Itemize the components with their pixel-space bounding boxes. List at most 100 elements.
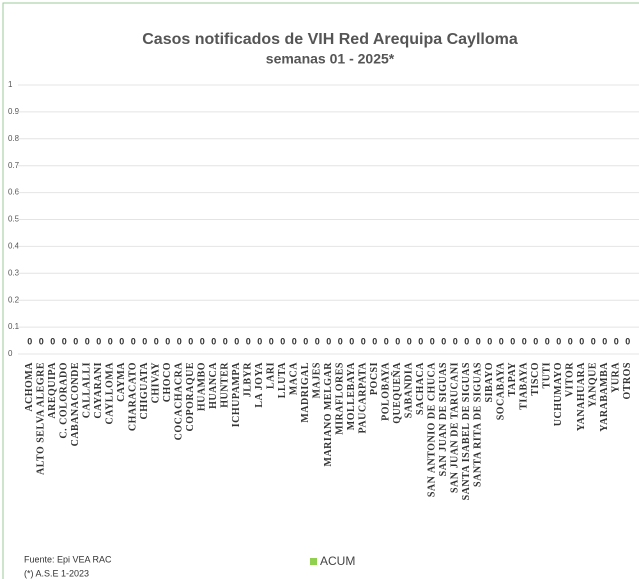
data-label: 0 xyxy=(315,336,320,346)
x-tick-label: PAUCARPATA xyxy=(358,362,369,434)
y-tick-label: 0.6 xyxy=(8,188,20,197)
data-label: 0 xyxy=(476,336,481,346)
data-label: 0 xyxy=(62,336,67,346)
data-label: 0 xyxy=(326,336,331,346)
x-tick-label: MACA xyxy=(289,362,300,395)
data-label: 0 xyxy=(200,336,205,346)
x-tick-label: CAYLLOMA xyxy=(105,362,116,425)
x-tick-label: SABANDIA xyxy=(404,362,415,419)
y-tick-label: 1 xyxy=(8,80,13,89)
data-label: 0 xyxy=(292,336,297,346)
x-tick-label: TISCO xyxy=(530,362,541,396)
data-label: 0 xyxy=(119,336,124,346)
x-tick-label: ICHUPAMPA xyxy=(231,362,242,428)
x-tick-label: POLOBAYA xyxy=(381,362,392,421)
x-tick-label: CHIGUATA xyxy=(139,362,150,420)
data-label: 0 xyxy=(556,336,561,346)
x-tick-label: POCSI xyxy=(369,362,380,395)
data-label: 0 xyxy=(257,336,262,346)
x-tick-label: ACHOMA xyxy=(24,362,35,412)
x-tick-label: HUANCA xyxy=(208,362,219,409)
x-tick-label: SACHACA xyxy=(415,362,426,415)
data-label: 0 xyxy=(464,336,469,346)
x-tick-label: TIABAYA xyxy=(519,362,530,410)
x-tick-label: SIBAYO xyxy=(484,362,495,402)
chart-title: Casos notificados de VIH Red Arequipa Ca… xyxy=(142,31,518,48)
data-label: 0 xyxy=(349,336,354,346)
data-label: 0 xyxy=(361,336,366,346)
x-tick-label: SAN ANTONIO DE CHUCA xyxy=(427,362,438,497)
data-label: 0 xyxy=(453,336,458,346)
data-label: 0 xyxy=(39,336,44,346)
data-label: 0 xyxy=(27,336,32,346)
data-label: 0 xyxy=(246,336,251,346)
x-tick-label: SANTA ISABEL DE SIGUAS xyxy=(461,362,472,500)
footnote: (*) A.S.E 1-2023 xyxy=(24,568,89,578)
x-tick-label: COCACHACRA xyxy=(174,362,185,441)
data-label: 0 xyxy=(280,336,285,346)
data-label: 0 xyxy=(223,336,228,346)
x-tick-label: QUEQUEÑA xyxy=(391,362,403,424)
x-tick-label: YARABAMBA xyxy=(599,362,610,432)
x-tick-label: MADRIGAL xyxy=(300,362,311,423)
x-tick-label: SANTA RITA DE SIGUAS xyxy=(473,362,484,487)
data-label: 0 xyxy=(269,336,274,346)
y-tick-label: 0.9 xyxy=(8,107,20,116)
data-label: 0 xyxy=(211,336,216,346)
x-tick-label: MOLLEBAYA xyxy=(346,362,357,431)
x-tick-label: ALTO SELVA ALEGRE xyxy=(36,362,47,475)
x-tick-label: CAYMA xyxy=(116,362,127,402)
x-tick-label: TUTI xyxy=(542,362,553,388)
data-label: 0 xyxy=(165,336,170,346)
data-label: 0 xyxy=(303,336,308,346)
data-label: 0 xyxy=(96,336,101,346)
y-tick-label: 0.1 xyxy=(8,322,20,331)
x-tick-label: YURA xyxy=(611,362,622,393)
x-tick-label: YANAHUARA xyxy=(576,362,587,431)
data-label: 0 xyxy=(384,336,389,346)
data-label: 0 xyxy=(142,336,147,346)
x-tick-label: SAN JUAN DE TARUCANI xyxy=(450,362,461,493)
data-label: 0 xyxy=(487,336,492,346)
data-label: 0 xyxy=(602,336,607,346)
data-label: 0 xyxy=(338,336,343,346)
data-label: 0 xyxy=(430,336,435,346)
data-label: 0 xyxy=(510,336,515,346)
data-label: 0 xyxy=(545,336,550,346)
y-tick-label: 0.5 xyxy=(8,215,20,224)
y-tick-label: 0.8 xyxy=(8,134,20,143)
x-tick-label: JLBYR xyxy=(243,362,254,398)
legend-label: ACUM xyxy=(320,554,355,568)
x-tick-label: MIRAFLORES xyxy=(335,362,346,435)
data-label: 0 xyxy=(499,336,504,346)
data-label: 0 xyxy=(372,336,377,346)
y-tick-label: 0.2 xyxy=(8,295,20,304)
x-tick-label: TAPAY xyxy=(507,362,518,397)
x-tick-label: CALLALLI xyxy=(82,362,93,418)
legend-swatch xyxy=(310,558,317,565)
x-tick-label: VITOR xyxy=(565,362,576,397)
x-tick-label: CHIVAY xyxy=(151,362,162,404)
data-label: 0 xyxy=(395,336,400,346)
data-label: 0 xyxy=(131,336,136,346)
data-label: 0 xyxy=(591,336,596,346)
x-tick-label: HUNTER xyxy=(220,362,231,408)
data-label: 0 xyxy=(234,336,239,346)
data-label: 0 xyxy=(614,336,619,346)
x-tick-label: LLUTA xyxy=(277,362,288,398)
data-label: 0 xyxy=(625,336,630,346)
x-tick-label: MAJES xyxy=(312,362,323,398)
data-label: 0 xyxy=(50,336,55,346)
data-label: 0 xyxy=(522,336,527,346)
chart-subtitle: semanas 01 - 2025* xyxy=(266,51,395,67)
y-tick-label: 0 xyxy=(8,349,13,358)
data-label: 0 xyxy=(154,336,159,346)
data-label: 0 xyxy=(533,336,538,346)
x-tick-label: CHARACATO xyxy=(128,362,139,431)
data-label: 0 xyxy=(407,336,412,346)
x-tick-label: MARIANO MELGAR xyxy=(323,362,334,467)
x-tick-label: CAYARANI xyxy=(93,362,104,419)
x-tick-label: LA JOYA xyxy=(254,362,265,408)
